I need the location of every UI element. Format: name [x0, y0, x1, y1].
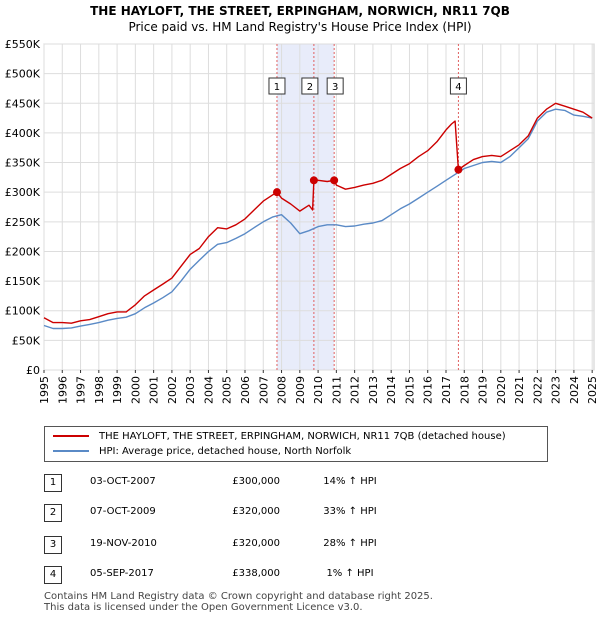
- x-tick-label: 2007: [257, 376, 270, 404]
- x-tick-label: 2013: [367, 376, 380, 404]
- sale-label-number: 1: [274, 82, 280, 93]
- x-tick-label: 2010: [312, 376, 325, 404]
- sale-hpi-change: 28% ↑ HPI: [323, 538, 377, 549]
- sale-row: 1 03-OCT-2007 £300,000 14% ↑ HPI: [44, 474, 564, 492]
- x-tick-label: 2008: [276, 376, 289, 404]
- y-tick-label: £150K: [5, 275, 41, 288]
- sale-row: 2 07-OCT-2009 £320,000 33% ↑ HPI: [44, 504, 564, 522]
- chart-title: THE HAYLOFT, THE STREET, ERPINGHAM, NORW…: [90, 4, 510, 18]
- legend-label-hpi: HPI: Average price, detached house, Nort…: [99, 446, 352, 457]
- legend: THE HAYLOFT, THE STREET, ERPINGHAM, NORW…: [44, 426, 548, 462]
- x-tick-label: 2014: [385, 376, 398, 404]
- x-tick-label: 2011: [330, 376, 343, 404]
- x-tick-label: 2001: [148, 376, 161, 404]
- x-tick-label: 2006: [239, 376, 252, 404]
- y-tick-label: £200K: [5, 245, 41, 258]
- legend-swatch-property: [53, 435, 89, 437]
- chart-subtitle: Price paid vs. HM Land Registry's House …: [128, 20, 472, 34]
- y-tick-label: £100K: [5, 305, 41, 318]
- x-tick-label: 2023: [550, 376, 563, 404]
- y-tick-label: £550K: [5, 38, 41, 51]
- x-tick-label: 2017: [440, 376, 453, 404]
- sale-number: 2: [44, 504, 62, 522]
- sale-number: 4: [44, 566, 62, 584]
- x-tick-label: 1997: [75, 376, 88, 404]
- sale-label-box: [449, 77, 467, 95]
- price-chart: 1 2 3 4 £0 £50K £100K £150K £200K £250K £300K £350…: [5, 38, 599, 404]
- sale-price: £320,000: [232, 506, 280, 517]
- x-tick-label: 2020: [495, 376, 508, 404]
- sale-label-number: 3: [332, 82, 338, 93]
- x-tick-label: 2015: [403, 376, 416, 404]
- x-tick-label: 2005: [221, 376, 234, 404]
- x-tick-label: 2021: [513, 376, 526, 404]
- legend-item-hpi: HPI: Average price, detached house, Nort…: [53, 445, 351, 459]
- x-tick-label: 2025: [586, 376, 599, 404]
- x-tick-label: 2002: [166, 376, 179, 404]
- sale-price: £320,000: [232, 538, 280, 549]
- x-tick-label: 1995: [38, 376, 51, 404]
- legend-swatch-hpi: [53, 450, 89, 452]
- sale-label-number: 4: [455, 82, 461, 93]
- footer-line-copyright: Contains HM Land Registry data © Crown c…: [44, 591, 433, 602]
- x-tick-label: 2016: [422, 376, 435, 404]
- sale-point: [454, 165, 463, 174]
- x-tick-label: 2012: [349, 376, 362, 404]
- x-tick-label: 2024: [568, 376, 581, 404]
- x-tick-label: 2004: [202, 376, 215, 404]
- x-tick-label: 2000: [129, 376, 142, 404]
- footer: Contains HM Land Registry data © Crown c…: [44, 591, 433, 613]
- legend-label-property: THE HAYLOFT, THE STREET, ERPINGHAM, NORW…: [99, 431, 506, 442]
- sale-row: 3 19-NOV-2010 £320,000 28% ↑ HPI: [44, 536, 564, 554]
- x-tick-label: 2003: [184, 376, 197, 404]
- sale-point: [309, 176, 318, 185]
- sale-price: £300,000: [232, 476, 280, 487]
- sale-row: 4 05-SEP-2017 £338,000 1% ↑ HPI: [44, 566, 564, 584]
- y-tick-label: £500K: [5, 68, 41, 81]
- x-tick-label: 2018: [458, 376, 471, 404]
- sale-hpi-change: 33% ↑ HPI: [323, 506, 377, 517]
- sale-date: 05-SEP-2017: [90, 568, 154, 579]
- x-tick-label: 2022: [531, 376, 544, 404]
- x-tick-label: 1996: [56, 376, 69, 404]
- y-tick-label: £400K: [5, 127, 41, 140]
- sale-point: [272, 188, 281, 197]
- sale-hpi-change: 1% ↑ HPI: [326, 568, 374, 579]
- sale-date: 19-NOV-2010: [90, 538, 157, 549]
- x-tick-label: 2019: [477, 376, 490, 404]
- sale-date: 07-OCT-2009: [90, 506, 156, 517]
- x-tick-label: 1998: [93, 376, 106, 404]
- series-line: [43, 102, 593, 324]
- y-tick-label: £50K: [12, 334, 41, 347]
- sale-date: 03-OCT-2007: [90, 476, 156, 487]
- sale-number: 3: [44, 536, 62, 554]
- x-tick-label: 1999: [111, 376, 124, 404]
- sale-label-box: [301, 77, 319, 95]
- y-tick-label: £250K: [5, 216, 41, 229]
- sale-point: [330, 176, 339, 185]
- legend-item-property: THE HAYLOFT, THE STREET, ERPINGHAM, NORW…: [53, 430, 506, 444]
- sale-hpi-change: 14% ↑ HPI: [323, 476, 377, 487]
- sale-price: £338,000: [232, 568, 280, 579]
- y-tick-label: £450K: [5, 97, 41, 110]
- y-tick-label: £300K: [5, 186, 41, 199]
- y-tick-label: £0: [26, 364, 40, 377]
- series-line: [43, 108, 593, 330]
- sale-label-box: [268, 77, 286, 95]
- x-tick-label: 2009: [294, 376, 307, 404]
- sale-label-number: 2: [307, 82, 313, 93]
- footer-line-licence: This data is licensed under the Open Gov…: [44, 602, 363, 613]
- sale-number: 1: [44, 474, 62, 492]
- sale-label-box: [326, 77, 344, 95]
- y-tick-label: £350K: [5, 157, 41, 170]
